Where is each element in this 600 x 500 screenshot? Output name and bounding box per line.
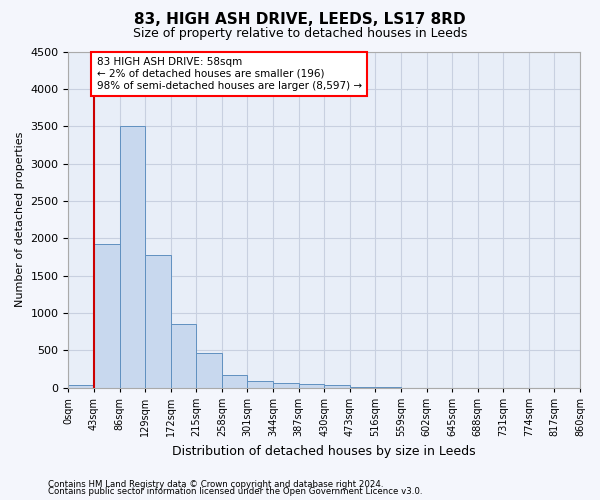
Bar: [68, 385, 94, 388]
Text: 83, HIGH ASH DRIVE, LEEDS, LS17 8RD: 83, HIGH ASH DRIVE, LEEDS, LS17 8RD: [134, 12, 466, 28]
Text: 83 HIGH ASH DRIVE: 58sqm
← 2% of detached houses are smaller (196)
98% of semi-d: 83 HIGH ASH DRIVE: 58sqm ← 2% of detache…: [97, 58, 362, 90]
X-axis label: Distribution of detached houses by size in Leeds: Distribution of detached houses by size …: [172, 444, 476, 458]
Bar: [196, 354, 222, 388]
Bar: [350, 387, 376, 388]
Bar: [222, 374, 247, 388]
Bar: [324, 385, 350, 388]
Text: Size of property relative to detached houses in Leeds: Size of property relative to detached ho…: [133, 28, 467, 40]
Bar: [171, 324, 196, 388]
Y-axis label: Number of detached properties: Number of detached properties: [15, 132, 25, 308]
Text: Contains HM Land Registry data © Crown copyright and database right 2024.: Contains HM Land Registry data © Crown c…: [48, 480, 383, 489]
Bar: [299, 384, 324, 388]
Bar: [119, 126, 145, 388]
Bar: [247, 380, 273, 388]
Bar: [273, 384, 299, 388]
Bar: [94, 244, 119, 388]
Text: Contains public sector information licensed under the Open Government Licence v3: Contains public sector information licen…: [48, 487, 422, 496]
Bar: [145, 255, 171, 388]
